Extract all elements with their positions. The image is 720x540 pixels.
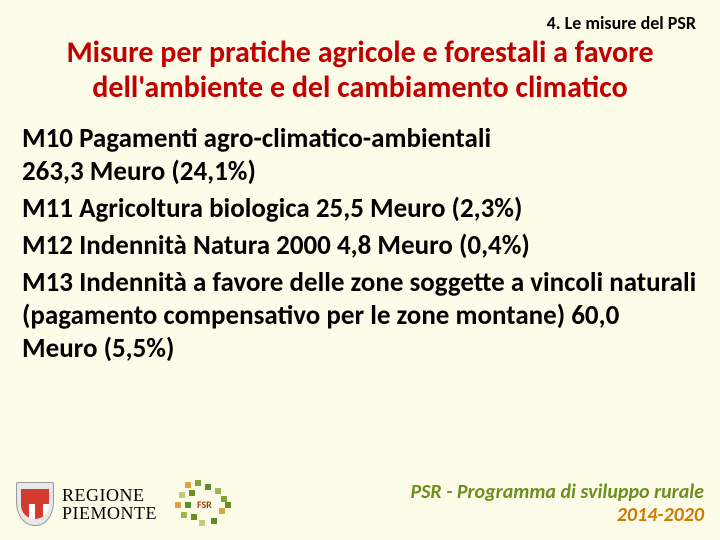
- measure-value: 4,8 Meuro (0,4%): [337, 229, 530, 262]
- psr-text: PSR - Programma di sviluppo rurale 2014-…: [251, 482, 704, 527]
- content-block: M10 Pagamenti agro-climatico-ambientali …: [20, 123, 700, 366]
- slide-title: Misure per pratiche agricole e forestali…: [20, 36, 700, 105]
- measure-m10: M10 Pagamenti agro-climatico-ambientali …: [22, 123, 698, 189]
- fsr-pixel: [219, 508, 225, 514]
- shield-icon: [16, 482, 54, 526]
- measure-m13: M13 Indennità a favore delle zone sogget…: [22, 267, 698, 366]
- measure-m11: M11 Agricoltura biologica 25,5 Meuro (2,…: [22, 193, 698, 226]
- regione-text: REGIONE PIEMONTE: [62, 486, 157, 522]
- fsr-pixel: [179, 492, 185, 498]
- psr-prefix: PSR -: [410, 480, 456, 504]
- measure-value: 263,3 Meuro (24,1%): [22, 155, 256, 188]
- fsr-pixel: [175, 502, 181, 508]
- measure-code: M11: [22, 192, 73, 225]
- measure-code: M10: [22, 122, 73, 155]
- measure-code: M12: [22, 229, 73, 262]
- psr-title-line: PSR - Programma di sviluppo rurale: [251, 482, 704, 503]
- fsr-pixel: [185, 482, 191, 488]
- slide: 4. Le misure del PSR Misure per pratiche…: [0, 0, 720, 540]
- regione-line2: PIEMONTE: [62, 504, 157, 522]
- fsr-pixel: [205, 484, 211, 490]
- fsr-pixel: [181, 512, 187, 518]
- logo-regione-piemonte: REGIONE PIEMONTE: [16, 482, 157, 526]
- fsr-pixel: [215, 488, 221, 494]
- fsr-pixel: [211, 518, 217, 524]
- psr-rest: Programma di sviluppo rurale: [457, 480, 704, 504]
- breadcrumb: 4. Le misure del PSR: [20, 12, 700, 34]
- fsr-pixel: [195, 480, 201, 486]
- measure-value: 25,5 Meuro (2,3%): [316, 192, 523, 225]
- fsr-pixel: [191, 514, 197, 520]
- fsr-pixel: [199, 520, 205, 526]
- measure-name: Pagamenti agro-climatico-ambientali: [79, 122, 491, 155]
- fsr-pixel: [185, 502, 191, 508]
- fsr-pixel: [225, 502, 231, 508]
- footer: REGIONE PIEMONTE FSR PSR - Programma di …: [16, 480, 704, 528]
- measure-name: Indennità Natura 2000: [79, 229, 331, 262]
- fsr-logo: FSR: [175, 480, 233, 528]
- regione-line1: REGIONE: [62, 486, 157, 504]
- measure-name: Agricoltura biologica: [79, 192, 310, 225]
- measure-m12: M12 Indennità Natura 2000 4,8 Meuro (0,4…: [22, 230, 698, 263]
- measure-code: M13: [22, 266, 73, 299]
- psr-years: 2014-2020: [251, 503, 704, 527]
- fsr-pixel: [189, 490, 195, 496]
- fsr-label: FSR: [197, 498, 212, 511]
